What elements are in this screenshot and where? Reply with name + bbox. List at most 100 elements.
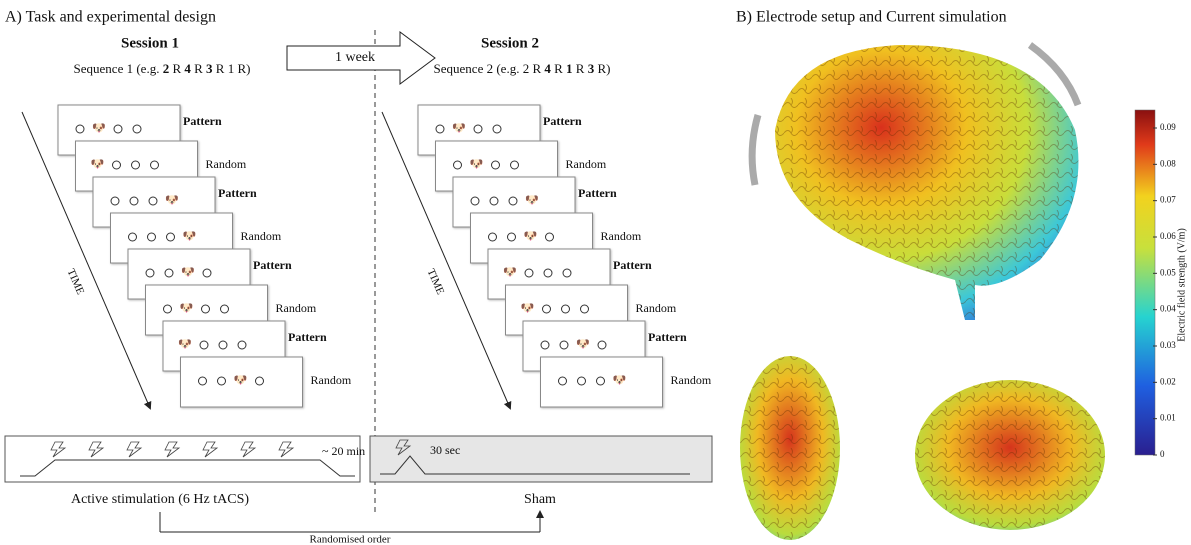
placeholder <box>198 376 207 386</box>
placeholder <box>148 196 158 206</box>
placeholder <box>150 160 159 170</box>
trial-label: Random <box>241 229 282 243</box>
placeholder <box>470 196 480 206</box>
colorbar-tick-label: 0.07 <box>1160 195 1176 205</box>
placeholder <box>597 340 607 350</box>
placeholder <box>453 160 462 170</box>
placeholder <box>255 376 264 386</box>
stimulus: 🐶 <box>524 231 538 243</box>
placeholder <box>596 376 605 386</box>
duration: ~ 20 min <box>322 444 365 458</box>
placeholder <box>543 268 553 278</box>
time-arrow <box>381 111 512 410</box>
sham-box <box>369 435 713 483</box>
placeholder <box>488 232 497 242</box>
panel-title: A) Task and experimental design <box>5 9 216 26</box>
stimulus: 🐶 <box>613 375 627 387</box>
trial-card <box>180 356 303 408</box>
week-arrow <box>286 31 436 85</box>
placeholder <box>559 340 569 350</box>
colorbar-tick-label: 0.05 <box>1160 267 1176 277</box>
placeholder <box>201 304 210 314</box>
placeholder <box>147 232 156 242</box>
trial-label: Pattern <box>613 258 652 272</box>
colorbar-tick-label: 0.02 <box>1160 376 1176 386</box>
bolt <box>50 441 67 458</box>
placeholder <box>510 160 519 170</box>
stimulus: 🐶 <box>92 123 106 135</box>
placeholder <box>577 376 586 386</box>
placeholder <box>75 124 85 134</box>
colorbar-label: Electric field strength (V/m) <box>1176 228 1187 342</box>
placeholder <box>132 124 142 134</box>
placeholder <box>113 124 123 134</box>
trial-label: Random <box>276 301 317 315</box>
placeholder <box>163 304 172 314</box>
placeholder <box>112 160 121 170</box>
sham-trace <box>380 455 690 475</box>
stimulus: 🐶 <box>525 195 539 207</box>
order-arrows <box>159 512 540 532</box>
stimulus: 🐶 <box>91 159 105 171</box>
placeholder <box>489 196 499 206</box>
stimulus: 🐶 <box>181 267 195 279</box>
placeholder <box>131 160 140 170</box>
placeholder <box>435 124 445 134</box>
bolt <box>126 441 143 458</box>
stimulus: 🐶 <box>576 339 590 351</box>
stimulus: 🐶 <box>503 267 517 279</box>
bolt <box>278 441 295 458</box>
placeholder <box>202 268 212 278</box>
trial-label: Pattern <box>648 330 687 344</box>
placeholder <box>558 376 567 386</box>
time-label: TIME <box>64 267 86 297</box>
trial-label: Random <box>206 157 247 171</box>
bolt <box>88 441 105 458</box>
placeholder <box>217 376 226 386</box>
placeholder <box>164 268 174 278</box>
placeholder <box>542 304 551 314</box>
stimulus: 🐶 <box>452 123 466 135</box>
stimulus: 🐶 <box>180 303 194 315</box>
placeholder <box>473 124 483 134</box>
placeholder <box>199 340 209 350</box>
trial-label: Random <box>311 373 352 387</box>
trial-label: Random <box>566 157 607 171</box>
panel-title: B) Electrode setup and Current simulatio… <box>736 9 1007 26</box>
placeholder <box>166 232 175 242</box>
placeholder <box>580 304 589 314</box>
bolt <box>164 441 181 458</box>
duration: 30 sec <box>430 443 460 457</box>
stimulus: 🐶 <box>470 159 484 171</box>
trial-label: Pattern <box>288 330 327 344</box>
placeholder <box>507 232 516 242</box>
placeholder <box>220 304 229 314</box>
placeholder <box>545 232 554 242</box>
colorbar <box>1134 109 1156 456</box>
colorbar-tick-label: 0.08 <box>1160 158 1176 168</box>
stim-box <box>4 435 361 483</box>
sequence: Sequence 1 (e.g. 2 R 4 R 3 R 1 R) <box>74 61 251 76</box>
placeholder <box>237 340 247 350</box>
colorbar-tick-label: 0 <box>1160 449 1165 459</box>
condition: Sham <box>524 492 556 507</box>
colorbar-tick-label: 0.03 <box>1160 340 1176 350</box>
stimulus: 🐶 <box>165 195 179 207</box>
stimulus: 🐶 <box>183 231 197 243</box>
condition: Active stimulation (6 Hz tACS) <box>71 492 249 507</box>
placeholder <box>128 232 137 242</box>
bolt <box>240 441 257 458</box>
session-title: Session 2 <box>481 35 539 51</box>
bolt <box>202 441 219 458</box>
interval-label: 1 week <box>335 50 375 65</box>
time-arrow <box>21 111 152 410</box>
trial-label: Random <box>601 229 642 243</box>
session-title: Session 1 <box>121 35 179 51</box>
trial-label: Random <box>671 373 712 387</box>
stimulus: 🐶 <box>521 303 535 315</box>
trial-label: Pattern <box>183 114 222 128</box>
placeholder <box>129 196 139 206</box>
stimulus: 🐶 <box>178 339 192 351</box>
trial-label: Pattern <box>578 186 617 200</box>
